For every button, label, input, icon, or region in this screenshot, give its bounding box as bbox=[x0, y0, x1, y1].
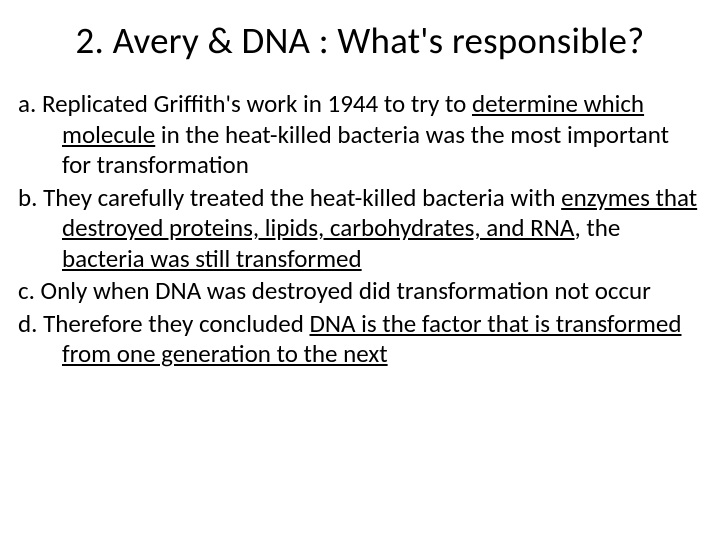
text-run: Replicated Griffith's work in 1944 to tr… bbox=[42, 88, 472, 119]
slide: 2. Avery & DNA : What's responsible? a. … bbox=[0, 0, 720, 540]
text-run: Therefore they concluded bbox=[43, 308, 309, 339]
body-item: d. Therefore they concluded DNA is the f… bbox=[18, 309, 702, 370]
text-run: They carefully treated the heat-killed b… bbox=[43, 182, 561, 213]
item-label: a. bbox=[18, 88, 42, 119]
item-label: b. bbox=[18, 182, 43, 213]
body-item: b. They carefully treated the heat-kille… bbox=[18, 183, 702, 275]
text-run: , the bbox=[575, 212, 621, 243]
underlined-text: bacteria was still transformed bbox=[62, 243, 362, 274]
item-label: c. bbox=[18, 275, 41, 306]
item-label: d. bbox=[18, 308, 43, 339]
body-item: c. Only when DNA was destroyed did trans… bbox=[18, 276, 702, 307]
slide-title: 2. Avery & DNA : What's responsible? bbox=[18, 18, 702, 63]
slide-body: a. Replicated Griffith's work in 1944 to… bbox=[18, 89, 702, 370]
text-run: Only when DNA was destroyed did transfor… bbox=[41, 275, 651, 306]
body-item: a. Replicated Griffith's work in 1944 to… bbox=[18, 89, 702, 181]
